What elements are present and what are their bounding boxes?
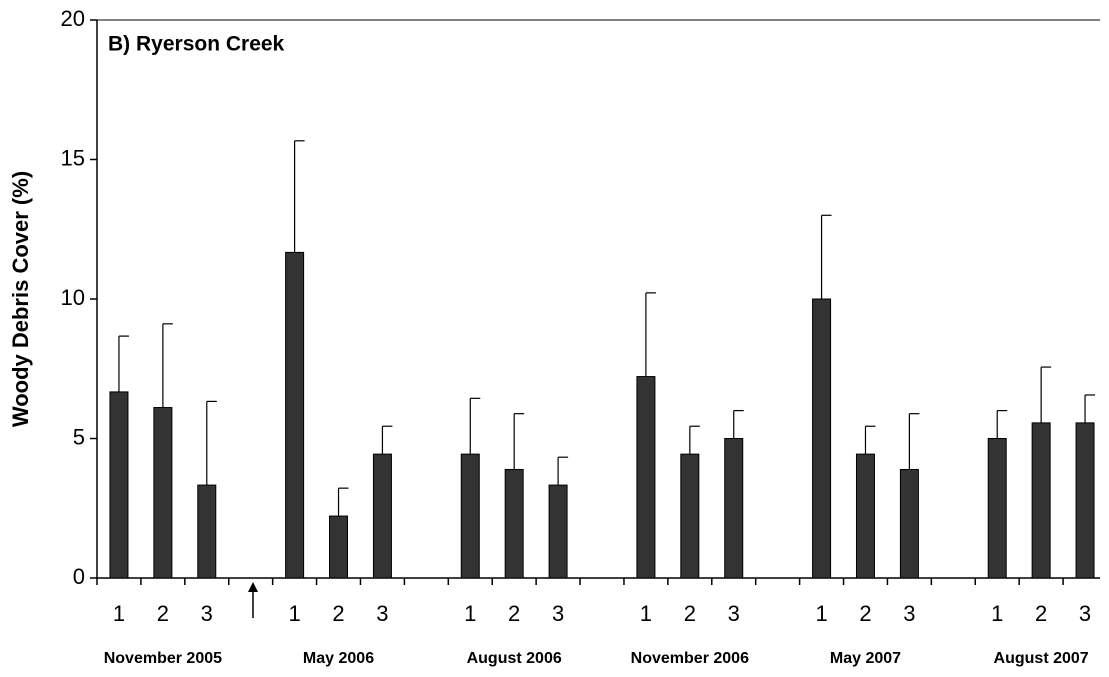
error-bar	[557, 456, 569, 486]
error-bar	[864, 425, 876, 455]
error-bar	[908, 413, 920, 470]
error-bar	[118, 335, 129, 392]
error-bar	[513, 413, 525, 470]
y-tick-label: 15	[61, 145, 85, 170]
error-bar	[206, 400, 217, 486]
y-tick-label: 5	[73, 424, 85, 449]
bar	[987, 438, 1007, 579]
x-tick-label: 3	[201, 601, 213, 626]
bar	[680, 453, 700, 579]
group-label: May 2007	[830, 650, 901, 667]
x-tick-label: 1	[640, 601, 652, 626]
bar	[197, 484, 217, 579]
error-bar	[337, 487, 349, 517]
x-tick-label: 2	[508, 601, 520, 626]
x-tick-label: 1	[288, 601, 300, 626]
error-bar	[469, 397, 481, 455]
group-label: August 2007	[994, 650, 1089, 667]
chart-title: B) Ryerson Creek	[108, 33, 285, 56]
y-axis-label: Woody Debris Cover (%)	[8, 171, 33, 427]
x-tick-label: 2	[332, 601, 344, 626]
x-tick-label: 1	[113, 601, 125, 626]
error-bar	[689, 425, 700, 455]
bar	[504, 468, 524, 579]
bar	[153, 407, 173, 579]
y-tick-label: 20	[61, 6, 85, 31]
error-bar	[294, 140, 305, 253]
group-label: August 2006	[467, 650, 562, 667]
error-bar	[1084, 394, 1096, 423]
bar	[285, 251, 305, 579]
x-tick-label: 1	[464, 601, 476, 626]
bar	[1075, 422, 1095, 579]
group-label: November 2006	[631, 650, 749, 667]
arrow	[248, 582, 258, 618]
bar	[1031, 422, 1051, 579]
error-bar	[733, 410, 744, 439]
x-tick-label: 1	[815, 601, 827, 626]
error-bar	[820, 214, 832, 299]
error-bar	[162, 323, 173, 408]
bar	[636, 376, 656, 579]
error-bar	[381, 425, 393, 455]
x-tick-label: 3	[903, 601, 915, 626]
bar	[460, 453, 480, 579]
x-tick-label: 2	[684, 601, 696, 626]
x-tick-label: 2	[859, 601, 871, 626]
bar	[109, 391, 129, 579]
group-label: November 2005	[104, 650, 222, 667]
x-tick-label: 3	[552, 601, 564, 626]
x-tick-label: 3	[1079, 601, 1091, 626]
bar	[329, 515, 349, 579]
bar	[372, 453, 392, 579]
x-tick-label: 1	[991, 601, 1003, 626]
error-bar	[1040, 366, 1052, 423]
y-tick-label: 0	[73, 564, 85, 589]
x-tick-label: 2	[157, 601, 169, 626]
bar	[899, 468, 919, 579]
bar	[548, 484, 568, 579]
bar	[855, 453, 875, 579]
bar	[812, 298, 832, 579]
x-tick-label: 2	[1035, 601, 1047, 626]
x-tick-label: 3	[728, 601, 740, 626]
y-tick-label: 10	[61, 285, 85, 310]
error-bar	[645, 292, 656, 377]
bar	[724, 438, 744, 579]
x-tick-label: 3	[376, 601, 388, 626]
group-label: May 2006	[303, 650, 374, 667]
error-bar	[996, 410, 1008, 439]
